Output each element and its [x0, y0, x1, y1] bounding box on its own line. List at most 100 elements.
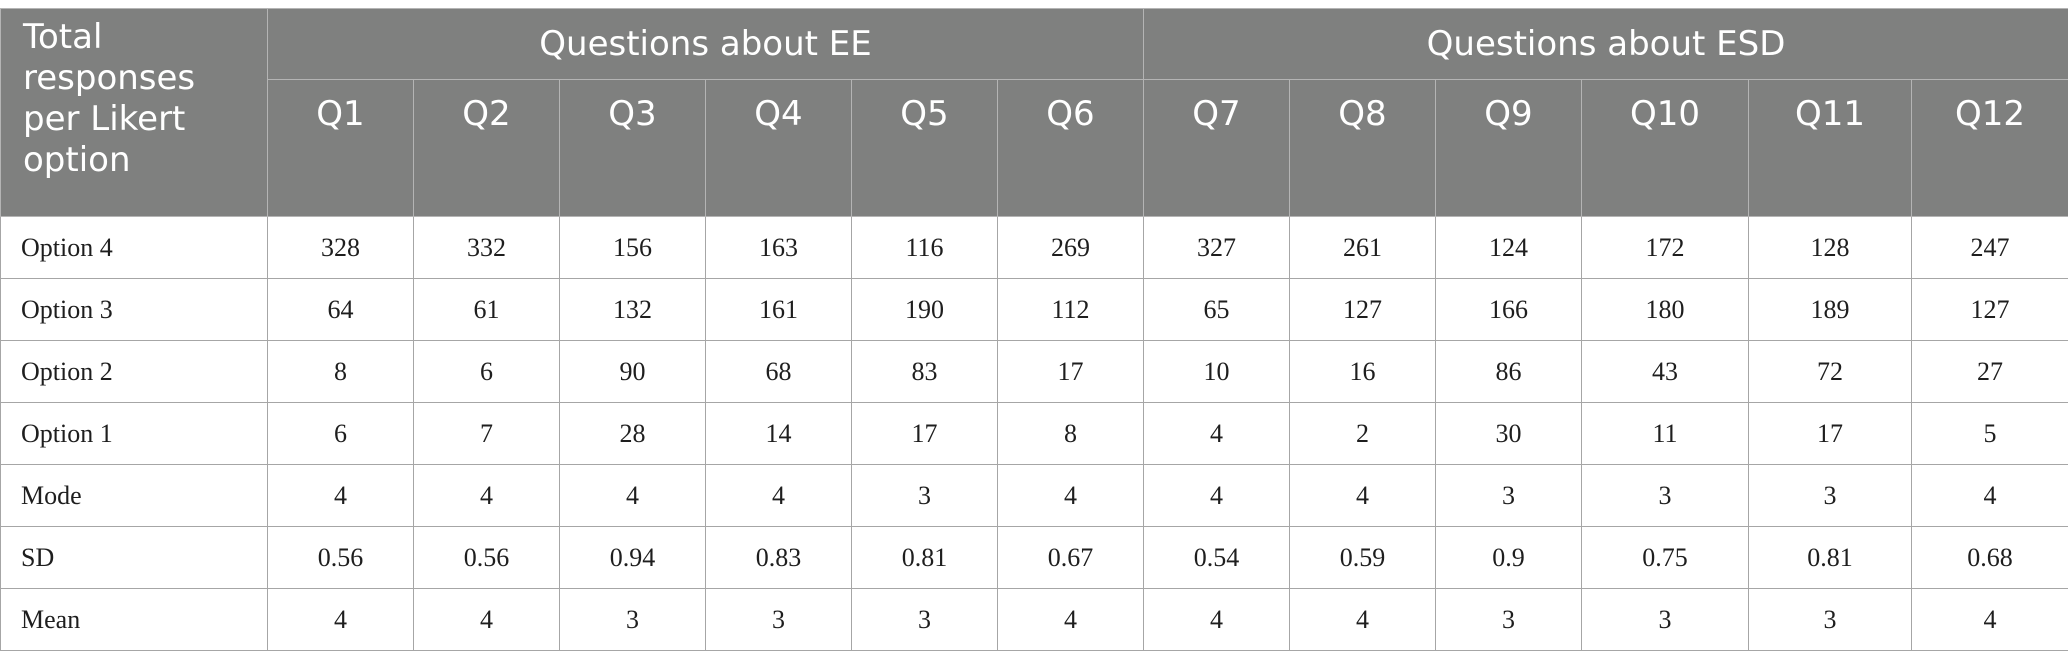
table-cell: 3: [1749, 589, 1912, 651]
table-cell: 4: [560, 465, 706, 527]
group-header-esd: Questions about ESD: [1144, 9, 2068, 80]
table-cell: 65: [1144, 279, 1290, 341]
table-cell: 327: [1144, 217, 1290, 279]
table-cell: 0.59: [1290, 527, 1436, 589]
table-cell: 7: [414, 403, 560, 465]
column-header-q3: Q3: [560, 80, 706, 217]
table-cell: 3: [706, 589, 852, 651]
table-cell: 61: [414, 279, 560, 341]
table-cell: 17: [1749, 403, 1912, 465]
table-cell: 4: [268, 465, 414, 527]
table-cell: 4: [1144, 589, 1290, 651]
table-header: Total responses per Likert option Questi…: [1, 9, 2068, 217]
table-cell: 128: [1749, 217, 1912, 279]
table-cell: 116: [852, 217, 998, 279]
table-cell: 0.83: [706, 527, 852, 589]
table-cell: 3: [1749, 465, 1912, 527]
table-cell: 43: [1582, 341, 1749, 403]
table-cell: 5: [1912, 403, 2068, 465]
table-cell: 8: [268, 341, 414, 403]
table-cell: 0.75: [1582, 527, 1749, 589]
table-cell: 2: [1290, 403, 1436, 465]
row-label: Option 4: [1, 217, 268, 279]
likert-response-table: Total responses per Likert option Questi…: [0, 8, 2068, 651]
table-cell: 180: [1582, 279, 1749, 341]
table-cell: 30: [1436, 403, 1582, 465]
table-cell: 3: [560, 589, 706, 651]
table-cell: 156: [560, 217, 706, 279]
column-header-q5: Q5: [852, 80, 998, 217]
table-cell: 6: [268, 403, 414, 465]
column-header-q12: Q12: [1912, 80, 2068, 217]
column-header-q8: Q8: [1290, 80, 1436, 217]
table-cell: 4: [1144, 465, 1290, 527]
row-label: Mean: [1, 589, 268, 651]
column-header-q1: Q1: [268, 80, 414, 217]
header-group-row: Total responses per Likert option Questi…: [1, 9, 2068, 80]
table-cell: 27: [1912, 341, 2068, 403]
table-cell: 0.67: [998, 527, 1144, 589]
row-label: Mode: [1, 465, 268, 527]
table-cell: 4: [1912, 465, 2068, 527]
table-cell: 4: [414, 465, 560, 527]
table-cell: 4: [414, 589, 560, 651]
table-cell: 3: [852, 589, 998, 651]
table-cell: 0.56: [414, 527, 560, 589]
table-cell: 4: [1144, 403, 1290, 465]
table-cell: 0.54: [1144, 527, 1290, 589]
table-cell: 90: [560, 341, 706, 403]
table-cell: 72: [1749, 341, 1912, 403]
table-cell: 161: [706, 279, 852, 341]
row-label: SD: [1, 527, 268, 589]
column-header-q9: Q9: [1436, 80, 1582, 217]
table-cell: 332: [414, 217, 560, 279]
table-cell: 17: [852, 403, 998, 465]
table-cell: 16: [1290, 341, 1436, 403]
table-cell: 11: [1582, 403, 1749, 465]
column-header-q11: Q11: [1749, 80, 1912, 217]
table-cell: 4: [706, 465, 852, 527]
table-cell: 124: [1436, 217, 1582, 279]
table-cell: 4: [268, 589, 414, 651]
row-label: Option 1: [1, 403, 268, 465]
column-header-q7: Q7: [1144, 80, 1290, 217]
table-cell: 10: [1144, 341, 1290, 403]
table-cell: 0.81: [1749, 527, 1912, 589]
table-cell: 172: [1582, 217, 1749, 279]
header-question-row: Q1 Q2 Q3 Q4 Q5 Q6 Q7 Q8 Q9 Q10 Q11 Q12: [1, 80, 2068, 217]
table-cell: 4: [998, 465, 1144, 527]
table-cell: 86: [1436, 341, 1582, 403]
table-cell: 132: [560, 279, 706, 341]
table-cell: 4: [998, 589, 1144, 651]
table-cell: 261: [1290, 217, 1436, 279]
table-cell: 0.81: [852, 527, 998, 589]
table-cell: 14: [706, 403, 852, 465]
table-cell: 3: [1582, 465, 1749, 527]
corner-header: Total responses per Likert option: [1, 9, 268, 217]
table-cell: 0.9: [1436, 527, 1582, 589]
table-cell: 0.68: [1912, 527, 2068, 589]
table-cell: 190: [852, 279, 998, 341]
table-cell: 3: [1436, 465, 1582, 527]
table-wrapper: Total responses per Likert option Questi…: [0, 8, 2068, 651]
table-cell: 0.56: [268, 527, 414, 589]
table-cell: 8: [998, 403, 1144, 465]
table-cell: 189: [1749, 279, 1912, 341]
table-cell: 163: [706, 217, 852, 279]
table-cell: 83: [852, 341, 998, 403]
row-label: Option 2: [1, 341, 268, 403]
table-cell: 6: [414, 341, 560, 403]
table-cell: 3: [1582, 589, 1749, 651]
table-cell: 64: [268, 279, 414, 341]
row-label: Option 3: [1, 279, 268, 341]
column-header-q10: Q10: [1582, 80, 1749, 217]
column-header-q2: Q2: [414, 80, 560, 217]
table-cell: 28: [560, 403, 706, 465]
